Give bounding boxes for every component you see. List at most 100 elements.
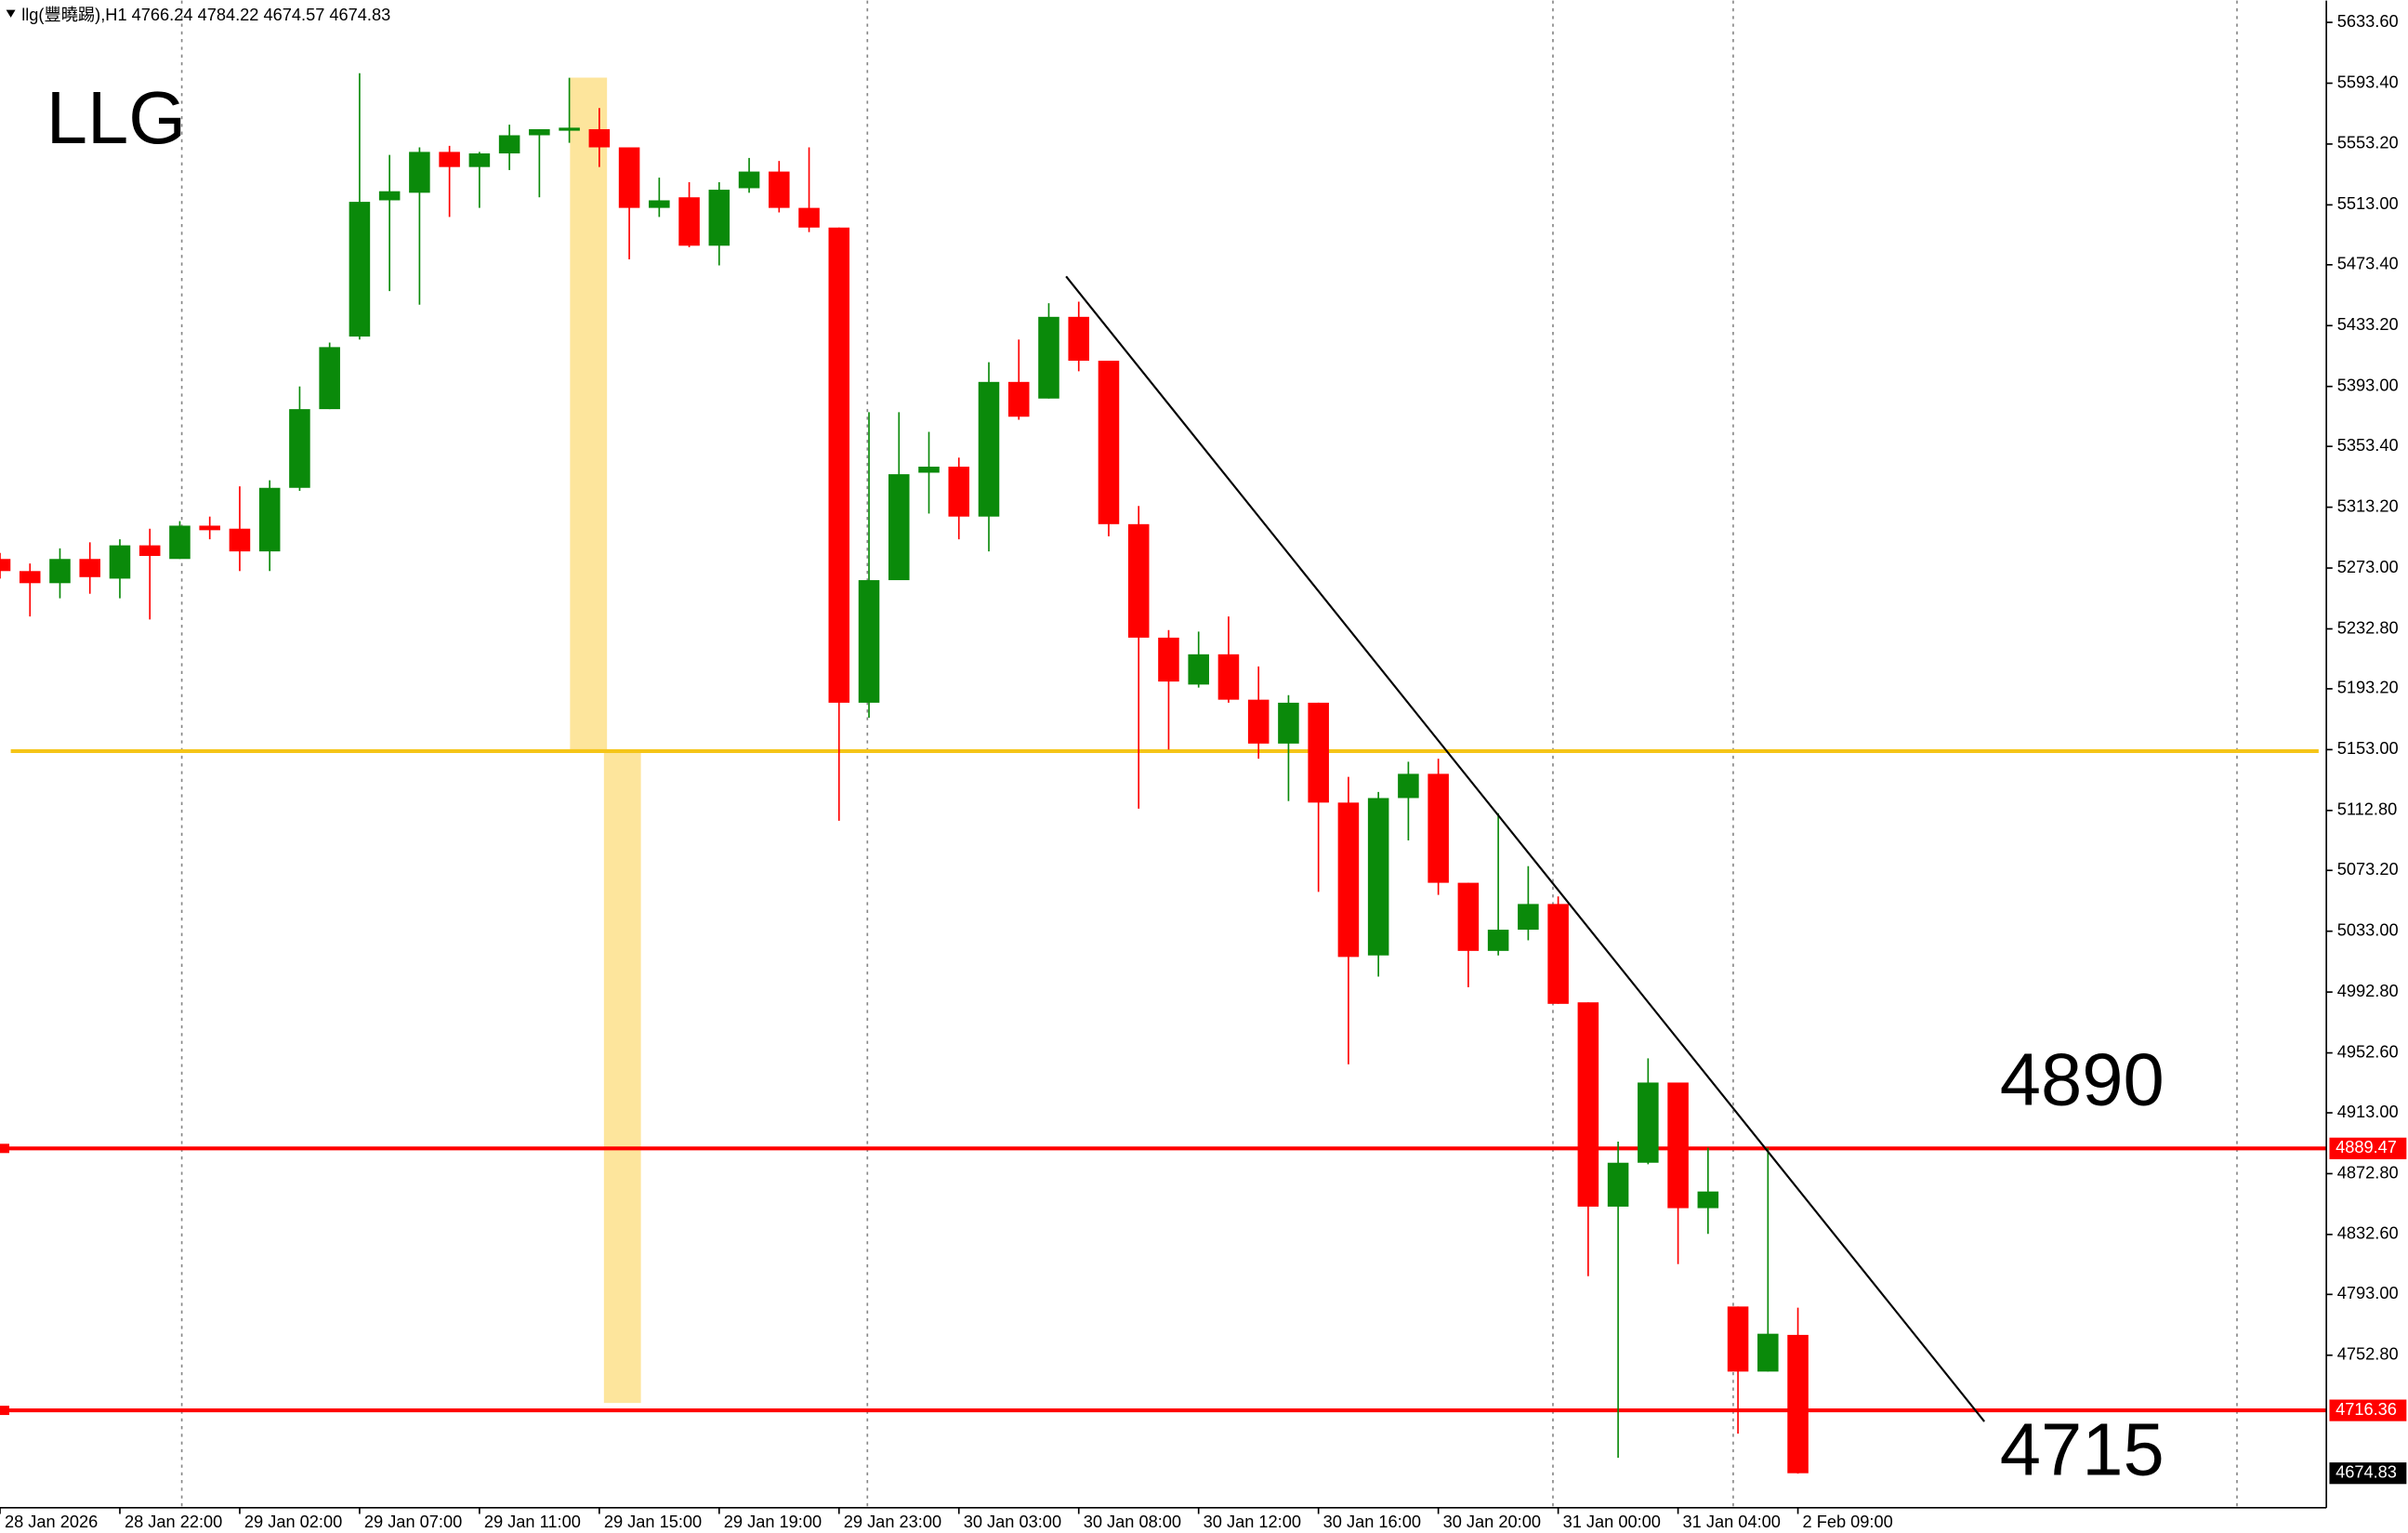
candle-body: [378, 191, 401, 201]
candle-body: [858, 580, 880, 703]
candle-body: [498, 135, 520, 154]
x-tick-label: 29 Jan 15:00: [604, 1512, 702, 1531]
candle-body: [1547, 904, 1569, 1004]
x-tick-label: 30 Jan 20:00: [1443, 1512, 1541, 1531]
candle-body: [1697, 1191, 1719, 1209]
candle-body: [1068, 316, 1090, 362]
candle-body: [439, 152, 460, 167]
candle-body: [468, 153, 491, 167]
candle-body: [258, 487, 281, 552]
y-tick-label: 4832.60: [2337, 1223, 2399, 1243]
candle-body: [1188, 654, 1209, 685]
x-tick-label: 31 Jan 00:00: [1563, 1512, 1661, 1531]
chart-title: LLG: [46, 76, 186, 159]
candle-body: [169, 525, 191, 560]
candle-body: [1727, 1306, 1749, 1372]
x-tick-label: 29 Jan 02:00: [244, 1512, 342, 1531]
y-tick-label: 5393.00: [2337, 376, 2399, 395]
symbol: llg(豐曉踢),H1: [21, 5, 126, 24]
y-tick-label: 5273.00: [2337, 557, 2399, 576]
candle-body: [678, 197, 700, 246]
y-tick-label: 4952.60: [2337, 1041, 2399, 1061]
y-tick-label: 5112.80: [2337, 800, 2398, 819]
candle-body: [1428, 773, 1449, 883]
x-tick-label: 30 Jan 16:00: [1323, 1512, 1421, 1531]
y-tick-label: 5553.20: [2337, 133, 2399, 152]
y-tick-label: 4752.80: [2337, 1344, 2399, 1364]
candle-body: [1457, 882, 1480, 951]
x-tick-label: 28 Jan 22:00: [125, 1512, 222, 1531]
candle-body: [1158, 637, 1179, 682]
candle-body: [738, 171, 760, 189]
candle-body: [289, 409, 310, 488]
candle-body: [1007, 381, 1030, 417]
candle-body: [1038, 316, 1059, 399]
x-tick-label: 29 Jan 23:00: [844, 1512, 941, 1531]
y-tick-label: 4872.80: [2337, 1162, 2399, 1182]
candle-body: [618, 147, 640, 208]
candle-body: [978, 381, 1000, 517]
candles: [0, 73, 1809, 1474]
highlight-zone: [570, 77, 608, 753]
y-tick-label: 5313.20: [2337, 496, 2399, 515]
x-tick-label: 31 Jan 04:00: [1683, 1512, 1781, 1531]
candle-body: [1367, 798, 1389, 956]
x-tick-label: 29 Jan 11:00: [484, 1512, 581, 1531]
candle-body: [1577, 1002, 1599, 1207]
ohlc-open: 4766.24: [132, 5, 193, 24]
candle-body: [1247, 699, 1270, 744]
candle-body: [199, 525, 220, 531]
x-tick-label: 29 Jan 07:00: [364, 1512, 462, 1531]
x-tick-label: 30 Jan 12:00: [1204, 1512, 1301, 1531]
ohlc-close: 4674.83: [329, 5, 390, 24]
candle-body: [1787, 1334, 1809, 1474]
candle-body: [1337, 802, 1360, 958]
candle-body: [409, 152, 430, 193]
x-tick-label: 30 Jan 03:00: [964, 1512, 1061, 1531]
candle-body: [559, 127, 580, 131]
ohlc-high: 4784.22: [198, 5, 259, 24]
candle-body: [1607, 1162, 1629, 1207]
candle-body: [948, 466, 970, 517]
level-marker: [0, 1143, 9, 1154]
candle-body: [49, 559, 71, 584]
candle-body: [1278, 702, 1299, 744]
level-marker: [0, 1406, 9, 1416]
candle-body: [588, 128, 611, 148]
candle-body: [1638, 1082, 1659, 1163]
candle-body: [1217, 654, 1240, 700]
candle-body: [1398, 773, 1419, 799]
candle-body: [1127, 523, 1150, 638]
candle-body: [1667, 1082, 1689, 1209]
y-tick-label: 5513.00: [2337, 193, 2399, 213]
y-tick-label: 5073.20: [2337, 859, 2399, 879]
y-tick-label: 4992.80: [2337, 981, 2399, 1000]
candle-body: [888, 474, 910, 581]
candle-body: [1757, 1333, 1779, 1372]
level-tag: [2329, 1399, 2407, 1421]
vertical-grid: [180, 0, 2238, 1508]
candle-body: [918, 466, 940, 473]
x-tick-label: 29 Jan 19:00: [724, 1512, 822, 1531]
candle-body: [19, 571, 41, 584]
candle-body: [319, 347, 340, 410]
candle-body: [769, 171, 790, 208]
candle-body: [828, 227, 850, 703]
candle-body: [1098, 361, 1120, 524]
level-tag: [2329, 1137, 2407, 1159]
y-tick-label: 5473.40: [2337, 254, 2399, 273]
y-tick-label: 5433.20: [2337, 314, 2399, 334]
y-tick-label: 4913.00: [2337, 1102, 2399, 1121]
candle-body: [79, 559, 100, 577]
x-tick-label: 28 Jan 2026: [5, 1512, 98, 1531]
level-tag-label: 4889.47: [2336, 1137, 2397, 1156]
menu-triangle[interactable]: [6, 9, 16, 18]
candle-body: [649, 200, 670, 208]
level-tag-label: 4716.36: [2336, 1399, 2397, 1419]
candle-body: [109, 545, 131, 579]
y-tick-label: 5353.40: [2337, 435, 2399, 455]
y-tick-label: 5633.60: [2337, 11, 2399, 31]
ohlc-low: 4674.57: [263, 5, 324, 24]
candle-body: [229, 528, 251, 552]
